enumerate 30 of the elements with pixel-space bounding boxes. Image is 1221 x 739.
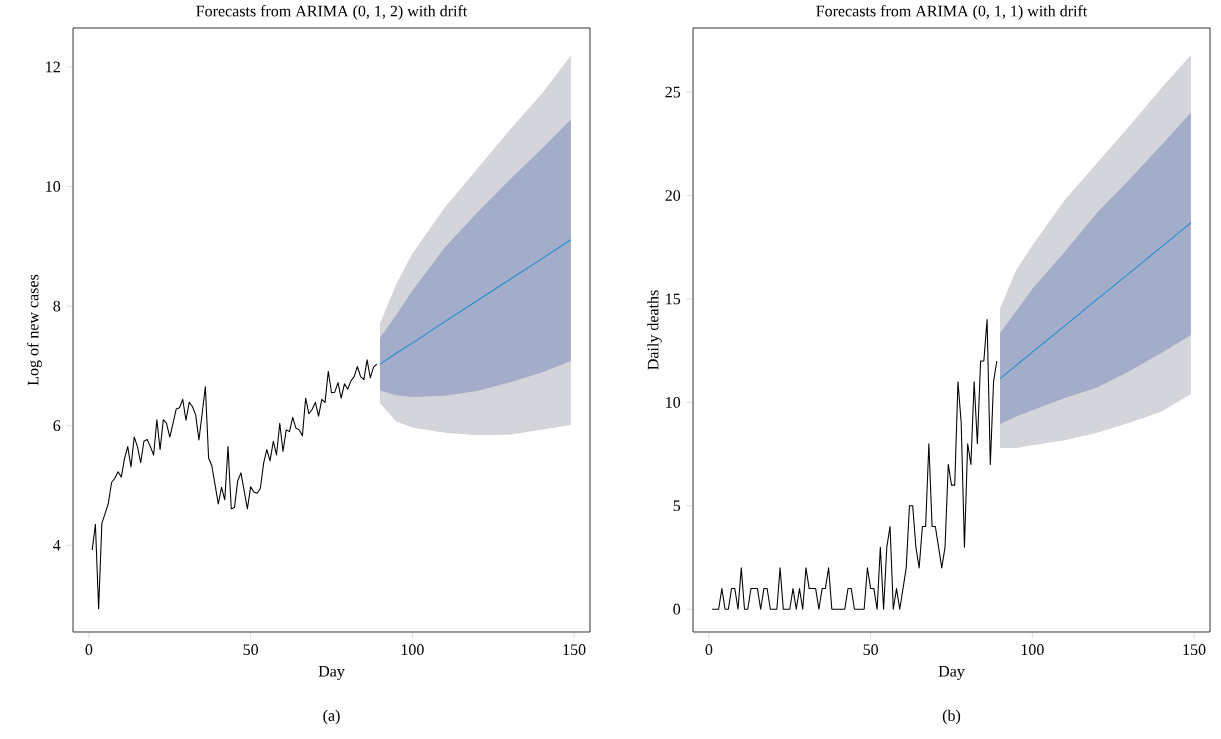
y-tick-label: 4	[53, 540, 61, 551]
x-axis-title: Day	[318, 665, 345, 680]
y-tick-label: 12	[46, 61, 60, 73]
line-series	[91, 359, 378, 610]
y-tick-label: 8	[53, 300, 61, 312]
y-tick-label: 10	[666, 396, 681, 408]
x-tick-label: 100	[401, 644, 424, 656]
y-tick-label: 10	[46, 181, 61, 192]
text: (a)	[323, 709, 340, 725]
x-tick-label: 0	[705, 644, 713, 656]
y-tick-label: 20	[665, 190, 681, 201]
x-axis-title: Day	[938, 665, 965, 680]
x-tick-label: 100	[1021, 644, 1044, 656]
x-tick-label: 150	[1183, 644, 1206, 656]
x-tick-label: 150	[563, 644, 586, 656]
y-tick-label: 6	[53, 420, 61, 432]
y-tick-label: 15	[666, 293, 681, 305]
x-tick-label: 50	[863, 644, 879, 656]
line-series	[999, 222, 1192, 380]
y-tick-label: 25	[665, 86, 681, 98]
x-tick-label: 50	[243, 644, 259, 656]
chart-title: Forecasts from ARIMA (0, 1, 2) with drift	[196, 5, 468, 20]
y-tick-label: 5	[673, 500, 681, 512]
x-tick-label: 0	[85, 644, 93, 656]
chart-title: Forecasts from ARIMA (0, 1, 1) with drift	[816, 5, 1088, 20]
text: (b)	[942, 709, 961, 725]
y-tick-label: 0	[673, 603, 681, 615]
y-axis-title: Daily deaths	[647, 290, 662, 370]
line-series	[379, 239, 572, 365]
y-axis-title: Log of new cases	[27, 274, 42, 386]
